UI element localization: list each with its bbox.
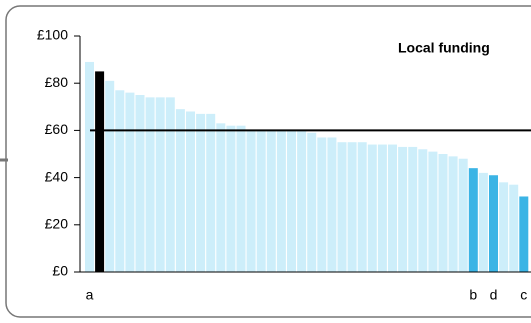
bar xyxy=(337,142,347,272)
chart-title: Local funding xyxy=(398,40,490,56)
bar xyxy=(519,196,529,272)
bar xyxy=(175,109,185,272)
bar xyxy=(206,113,216,272)
bar xyxy=(428,151,438,272)
bar xyxy=(448,156,458,272)
bar xyxy=(327,137,337,272)
bar xyxy=(165,97,175,272)
bar xyxy=(499,182,509,272)
bar xyxy=(377,144,387,272)
bar xyxy=(145,97,155,272)
y-tick-label: £40 xyxy=(45,168,69,184)
bar xyxy=(85,61,94,273)
bar xyxy=(388,144,397,272)
bar xyxy=(276,130,286,272)
bar xyxy=(367,144,377,272)
bar xyxy=(125,92,135,272)
bar xyxy=(155,97,165,272)
bar xyxy=(398,146,408,272)
bar xyxy=(468,168,478,272)
bar xyxy=(105,80,115,272)
bar xyxy=(509,184,519,272)
bar xyxy=(408,146,418,272)
bar xyxy=(226,125,236,273)
bar xyxy=(438,154,448,272)
y-tick-label: £100 xyxy=(37,27,68,43)
x-tick-label: a xyxy=(86,287,94,303)
bar xyxy=(266,130,276,272)
bar xyxy=(317,137,327,272)
y-tick-label: £0 xyxy=(52,263,68,279)
bar xyxy=(287,130,296,272)
bar xyxy=(347,142,357,272)
bar xyxy=(478,172,488,272)
bar xyxy=(418,149,428,272)
bar xyxy=(297,130,307,272)
y-tick-label: £60 xyxy=(45,121,69,137)
x-tick-label: c xyxy=(520,287,527,303)
bar xyxy=(246,130,256,272)
bar xyxy=(489,175,498,272)
bar xyxy=(458,158,468,272)
bar xyxy=(95,71,105,273)
bar xyxy=(186,111,195,273)
bar xyxy=(115,90,125,272)
x-tick-label: d xyxy=(490,287,498,303)
y-tick-label: £80 xyxy=(45,74,69,90)
x-tick-label: b xyxy=(469,287,477,303)
bar xyxy=(256,130,266,272)
bar xyxy=(307,132,317,272)
bar xyxy=(357,142,367,272)
bar xyxy=(135,95,145,272)
bar xyxy=(236,125,246,273)
bar xyxy=(216,123,226,272)
y-tick-label: £20 xyxy=(45,216,69,232)
bar xyxy=(196,113,206,272)
